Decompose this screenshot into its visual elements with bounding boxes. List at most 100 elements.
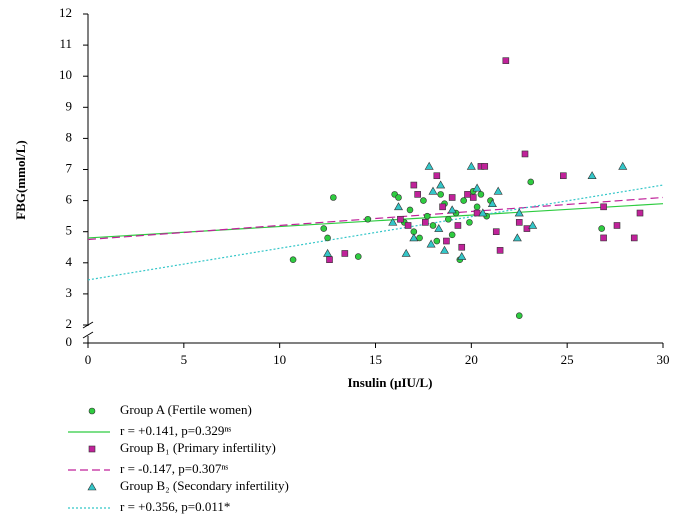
fit-line (87, 184, 664, 281)
point (460, 197, 467, 204)
point (341, 250, 349, 257)
point (434, 223, 444, 232)
legend-marker (87, 482, 97, 491)
point (354, 253, 362, 260)
point (437, 191, 444, 198)
point (364, 215, 372, 223)
y-tick-label: 8 (66, 129, 73, 144)
x-tick-label: 15 (369, 352, 382, 367)
y-tick-label: 6 (66, 192, 73, 207)
point (587, 171, 597, 180)
point (618, 161, 628, 170)
point (528, 220, 538, 229)
point (429, 222, 437, 229)
point (426, 239, 436, 248)
point (406, 206, 414, 214)
point (323, 248, 333, 257)
y-tick-label: 5 (66, 223, 73, 238)
point (423, 212, 431, 220)
point (515, 312, 523, 319)
x-axis-title: Insulin (μIU/L) (347, 375, 432, 390)
point (422, 219, 429, 226)
point (448, 194, 456, 201)
point (447, 205, 457, 214)
point (630, 234, 638, 242)
point (424, 161, 434, 170)
point (439, 245, 450, 254)
point (473, 209, 481, 217)
point (493, 186, 503, 195)
point (395, 194, 402, 201)
point (464, 191, 471, 198)
point (473, 203, 481, 211)
point (492, 228, 500, 235)
point (502, 57, 510, 64)
point (600, 203, 607, 211)
legend-stats: r = -0.147, p=0.307ⁿˢ (120, 461, 228, 476)
point (324, 234, 331, 242)
x-tick-label: 20 (465, 352, 478, 367)
y-axis-title: FBG(mmol/L) (13, 140, 28, 219)
point (443, 237, 450, 245)
point (560, 172, 567, 180)
point (409, 233, 419, 242)
point (514, 208, 524, 217)
y-tick-label: 2 (66, 316, 73, 331)
y-tick-label: 11 (59, 36, 72, 51)
point (487, 199, 497, 208)
axis-break (82, 331, 94, 339)
point (466, 161, 476, 170)
point (469, 194, 477, 201)
point (393, 202, 404, 211)
x-tick-label: 30 (657, 352, 670, 367)
point (477, 191, 485, 198)
y-tick-label: 10 (59, 67, 72, 82)
legend-marker (88, 445, 96, 453)
legend-stats: r = +0.141, p=0.329ⁿˢ (120, 423, 231, 438)
x-tick-label: 0 (85, 352, 92, 367)
point (448, 231, 456, 239)
point (478, 208, 488, 217)
point (420, 197, 427, 204)
point (466, 219, 473, 226)
point (414, 191, 421, 198)
y-tick-label: 9 (66, 98, 73, 113)
y-tick-label: 12 (59, 5, 72, 20)
point (410, 181, 418, 189)
y-tick-label: 7 (66, 160, 73, 175)
point (439, 203, 446, 211)
legend-stats: r = +0.356, p=0.011* (120, 499, 230, 514)
point (326, 256, 333, 263)
legend-label: Group B₁ (Primary infertility) (120, 440, 276, 455)
point (496, 247, 504, 254)
point (445, 215, 452, 223)
point (472, 183, 482, 192)
y-tick-label: 0 (66, 334, 73, 349)
point (320, 225, 328, 232)
point (397, 215, 404, 223)
point (481, 163, 489, 170)
point (436, 180, 446, 189)
fit-line (87, 196, 664, 241)
point (404, 222, 412, 229)
x-tick-label: 25 (561, 352, 574, 367)
point (613, 222, 621, 229)
point (433, 172, 441, 180)
legend-marker (88, 407, 96, 415)
point (598, 225, 605, 232)
legend-label: Group B₂ (Secondary infertility) (120, 478, 289, 493)
point (416, 234, 423, 242)
point (636, 209, 644, 217)
point (527, 178, 535, 186)
x-tick-label: 10 (273, 352, 286, 367)
point (330, 194, 337, 201)
x-tick-label: 5 (181, 352, 188, 367)
point (512, 233, 522, 242)
y-tick-label: 3 (66, 285, 73, 300)
point (388, 217, 398, 226)
y-tick-label: 4 (66, 254, 73, 269)
point (600, 234, 607, 242)
legend-label: Group A (Fertile women) (120, 402, 252, 417)
point (457, 251, 467, 260)
